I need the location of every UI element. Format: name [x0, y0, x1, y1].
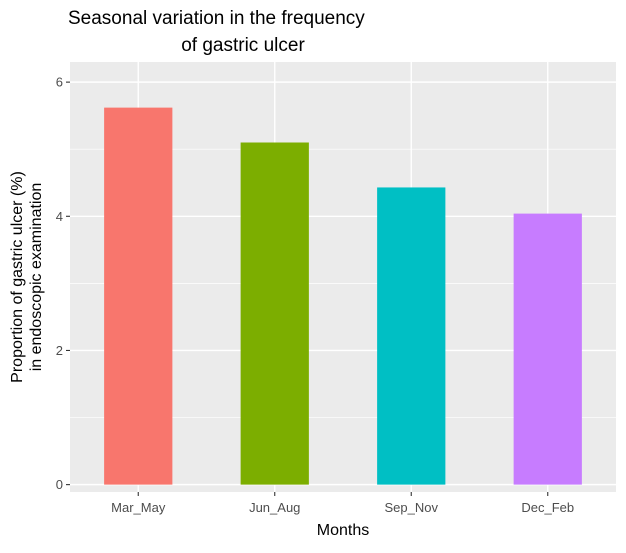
x-axis-title: Months: [317, 522, 369, 539]
y-axis-title-line-1: Proportion of gastric ulcer (%): [9, 171, 26, 383]
bar-jun-aug: [240, 142, 309, 485]
bars-layer: [104, 107, 582, 485]
y-tick-label: 6: [56, 75, 63, 90]
x-tick-label: Mar_May: [111, 500, 166, 515]
chart-title-line-1: Seasonal variation in the frequency: [68, 8, 365, 29]
y-tick-label: 4: [56, 209, 63, 224]
x-tick-label: Sep_Nov: [385, 500, 439, 515]
bar-sep-nov: [377, 187, 446, 485]
axis-layer: 0 2 4 6 Mar_May Jun_Aug Sep_Nov Dec_Feb: [56, 75, 574, 515]
bar-mar-may: [104, 107, 173, 485]
x-tick-label: Dec_Feb: [521, 500, 574, 515]
y-axis-title-line-2: in endoscopic examination: [28, 183, 45, 372]
y-tick-label: 2: [56, 343, 63, 358]
x-tick-label: Jun_Aug: [249, 500, 300, 515]
bar-dec-feb: [513, 213, 582, 485]
y-tick-label: 0: [56, 477, 63, 492]
chart-title-line-2: of gastric ulcer: [181, 35, 305, 56]
